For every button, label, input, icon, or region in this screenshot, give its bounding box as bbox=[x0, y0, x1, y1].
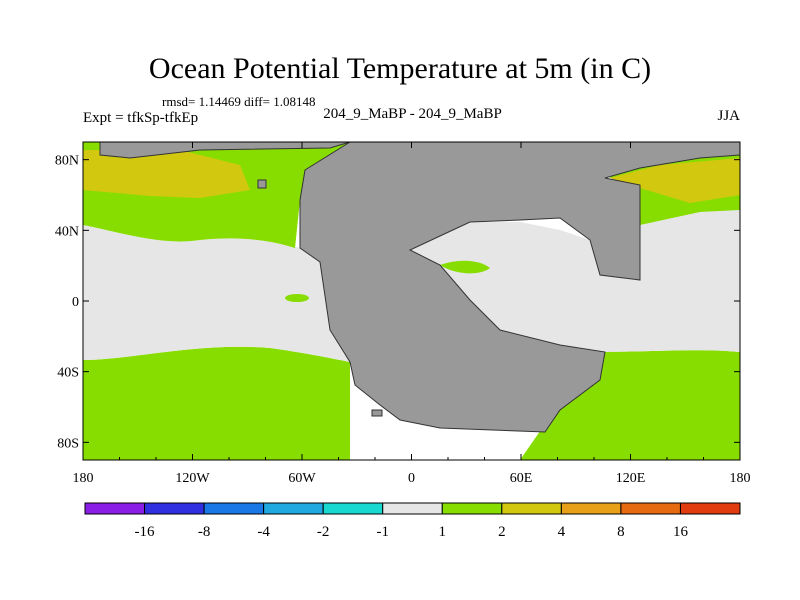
colorbar-label: 4 bbox=[558, 524, 566, 540]
north-yellow-patch-east bbox=[610, 158, 740, 203]
colorbar-label: -4 bbox=[257, 524, 270, 540]
x-tick-label: 60E bbox=[510, 471, 533, 486]
y-tick-label: 0 bbox=[72, 295, 79, 310]
colorbar-label: -8 bbox=[198, 524, 211, 540]
chart-title: Ocean Potential Temperature at 5m (in C) bbox=[148, 52, 652, 85]
x-axis: 180 120W 60W 0 60E 120E 180 bbox=[73, 142, 751, 486]
land-island-1 bbox=[257, 179, 267, 189]
tropic-neutral-region-west bbox=[83, 225, 350, 362]
colorbar-label: -2 bbox=[317, 524, 330, 540]
colorbar-label: -16 bbox=[135, 524, 155, 540]
colorbar-label: 8 bbox=[617, 524, 625, 540]
y-tick-label: 80N bbox=[55, 154, 79, 169]
x-tick-label: 180 bbox=[73, 471, 94, 486]
colorbar-swatch bbox=[263, 502, 324, 515]
colorbar-swatch bbox=[322, 502, 384, 515]
land-mass-central bbox=[299, 142, 740, 433]
south-green-region bbox=[83, 346, 350, 460]
colorbar-swatch bbox=[144, 502, 205, 515]
colorbar-swatch bbox=[203, 502, 265, 515]
colorbar-swatch bbox=[620, 502, 681, 515]
x-tick-label: 60W bbox=[288, 471, 316, 486]
land-mass-north-strip bbox=[99, 142, 351, 159]
land-island-2 bbox=[371, 409, 383, 417]
y-tick-label: 80S bbox=[57, 436, 79, 451]
x-tick-label: 120E bbox=[616, 471, 646, 486]
indian-green-patch bbox=[440, 260, 490, 274]
tropic-neutral-region-east bbox=[410, 210, 740, 352]
north-yellow-patch-west bbox=[83, 150, 250, 198]
comparison-label: 204_9_MaBP - 204_9_MaBP bbox=[323, 106, 502, 122]
colorbar-swatch bbox=[382, 502, 443, 515]
colorbar-swatch bbox=[84, 502, 146, 515]
x-tick-label: 180 bbox=[730, 471, 751, 486]
x-tick-label: 120W bbox=[175, 471, 210, 486]
colorbar-label: -1 bbox=[376, 524, 389, 540]
experiment-label: Expt = tfkSp-tfkEp bbox=[83, 110, 199, 126]
green-patch-equator bbox=[285, 294, 309, 302]
stats-text: rmsd= 1.14469 diff= 1.08148 bbox=[162, 94, 316, 109]
colorbar-swatch bbox=[560, 502, 622, 515]
colorbar-label: 2 bbox=[498, 524, 506, 540]
y-tick-label: 40S bbox=[57, 366, 79, 381]
south-green-region-east bbox=[520, 350, 740, 460]
colorbar-label: 16 bbox=[673, 524, 689, 540]
y-tick-label: 40N bbox=[55, 224, 79, 239]
map-field bbox=[83, 142, 740, 460]
colorbar-label: 1 bbox=[439, 524, 447, 540]
x-tick-label: 0 bbox=[408, 471, 415, 486]
colorbar-swatch bbox=[679, 502, 741, 515]
y-axis: 80N 40N 0 40S 80S bbox=[55, 154, 740, 451]
colorbar-swatch bbox=[501, 502, 562, 515]
season-label: JJA bbox=[717, 108, 740, 124]
colorbar: -16 -8 -4 -2 -1 1 2 4 8 16 bbox=[84, 502, 741, 540]
colorbar-swatch bbox=[441, 502, 503, 515]
